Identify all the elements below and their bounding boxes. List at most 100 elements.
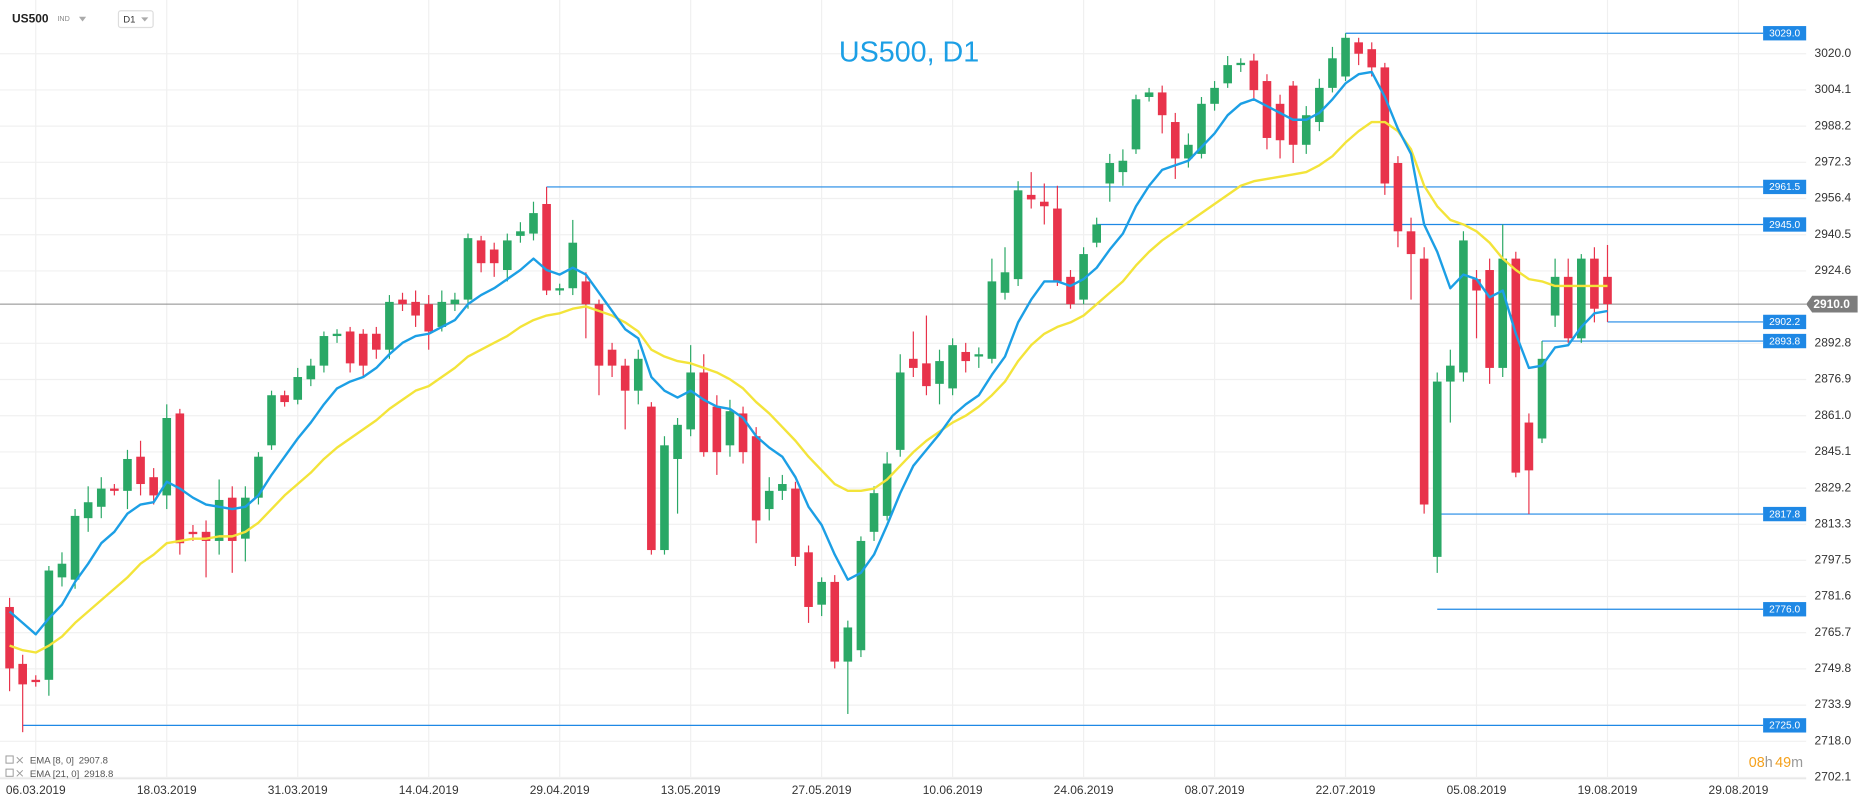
candle-body bbox=[1603, 276, 1612, 305]
candle-body bbox=[1459, 240, 1468, 373]
labels: 3020.0 3004.1 2988.2 2972.3 2956.4 2940.5 2924… bbox=[5, 46, 1852, 797]
y-tick-label: 2924.6 bbox=[1815, 263, 1852, 277]
candle-body bbox=[764, 490, 774, 510]
candle-body bbox=[254, 456, 263, 498]
candle-body bbox=[201, 531, 211, 541]
candle-body bbox=[280, 395, 289, 403]
ema-line bbox=[9, 120, 1608, 654]
symbol[interactable]: US500 bbox=[12, 11, 49, 25]
candle-body bbox=[1144, 92, 1154, 97]
y-tick-label: 2781.6 bbox=[1815, 589, 1852, 603]
y-tick-label: 3020.0 bbox=[1815, 46, 1852, 60]
x-tick-label: 22.07.2019 bbox=[1316, 783, 1376, 797]
candle-body bbox=[1550, 276, 1560, 316]
candle-body bbox=[974, 354, 984, 357]
legend-entry: EMA [21, 0] 2918.8 bbox=[30, 768, 113, 779]
level-label-box bbox=[1763, 718, 1807, 733]
candle-body bbox=[1079, 254, 1088, 300]
candle-body bbox=[1380, 67, 1390, 184]
y-tick-label: 3004.1 bbox=[1815, 82, 1852, 96]
candle-body bbox=[398, 299, 407, 305]
candle-body bbox=[686, 372, 695, 430]
candle-body bbox=[293, 377, 303, 400]
candle-body bbox=[1485, 270, 1494, 368]
candle-body bbox=[1537, 358, 1547, 439]
level-label: 2776.0 bbox=[1769, 605, 1800, 616]
candle-body bbox=[1157, 92, 1167, 116]
candle-body bbox=[542, 203, 551, 291]
candle-body bbox=[1184, 144, 1193, 159]
last-price-label: 2910.0 bbox=[1813, 297, 1850, 311]
candle-body bbox=[607, 349, 617, 366]
timeframe[interactable]: D1 bbox=[123, 14, 135, 25]
countdown: 08h 49m bbox=[1749, 755, 1803, 771]
candle-body bbox=[319, 336, 329, 366]
candle-body bbox=[1105, 163, 1115, 184]
candle-body bbox=[1432, 381, 1442, 557]
y-tick-label: 2813.3 bbox=[1815, 516, 1852, 530]
x-tick-label: 13.05.2019 bbox=[661, 783, 721, 797]
candle-body bbox=[411, 301, 420, 316]
level-label: 2893.8 bbox=[1769, 336, 1800, 347]
level-label: 3029.0 bbox=[1769, 29, 1800, 40]
candle-body bbox=[57, 563, 67, 578]
candle-body bbox=[175, 413, 185, 544]
candle-body bbox=[751, 436, 761, 521]
candle-body bbox=[1315, 87, 1324, 123]
x-tick-label: 06.03.2019 bbox=[6, 783, 66, 797]
x-tick-label: 24.06.2019 bbox=[1054, 783, 1114, 797]
candle-body bbox=[1000, 272, 1010, 293]
candle-body bbox=[712, 406, 722, 453]
symbol-dropdown[interactable] bbox=[78, 16, 87, 22]
candle-body bbox=[581, 281, 591, 305]
candle-body bbox=[1406, 231, 1416, 255]
candle-body bbox=[70, 515, 80, 580]
level-label: 2725.0 bbox=[1769, 721, 1800, 732]
level-label-box bbox=[1763, 217, 1807, 232]
candle-body bbox=[424, 304, 434, 332]
countdown-minutes: 49 bbox=[1775, 755, 1791, 771]
y-tick-label: 2765.7 bbox=[1815, 625, 1852, 639]
candle-body bbox=[1092, 224, 1101, 243]
y-tick-label: 2876.9 bbox=[1815, 372, 1852, 386]
last-price-box bbox=[1806, 295, 1858, 313]
candle-body bbox=[568, 242, 578, 289]
timeframe-dropdown[interactable] bbox=[141, 17, 149, 22]
candle-body bbox=[44, 570, 54, 680]
candle-body bbox=[437, 301, 447, 327]
candle-body bbox=[450, 299, 460, 305]
y-tick-label: 2892.8 bbox=[1815, 335, 1852, 349]
candles bbox=[5, 33, 1612, 733]
level-label-box bbox=[1763, 314, 1807, 330]
candle-body bbox=[1118, 160, 1128, 173]
candle-body bbox=[1197, 103, 1206, 154]
timeframe-box[interactable] bbox=[117, 10, 154, 29]
candle-body bbox=[1013, 190, 1023, 280]
y-tick-label: 2972.3 bbox=[1815, 154, 1852, 168]
candle-body bbox=[1223, 65, 1232, 84]
candle-body bbox=[358, 333, 368, 366]
x-tick-label: 31.03.2019 bbox=[268, 783, 328, 797]
candle-body bbox=[123, 458, 132, 491]
candle-body bbox=[5, 606, 14, 669]
candle-body bbox=[1419, 258, 1429, 505]
x-tick-label: 27.05.2019 bbox=[792, 783, 852, 797]
candle-body bbox=[162, 417, 172, 496]
y-tick-label: 2733.9 bbox=[1815, 697, 1852, 711]
level-label-box bbox=[1763, 179, 1807, 195]
candle-body bbox=[227, 497, 237, 541]
grid bbox=[0, 0, 1807, 780]
candle-body bbox=[1288, 85, 1298, 145]
level-label-box bbox=[1763, 602, 1807, 617]
candle-body bbox=[895, 372, 905, 450]
candle-body bbox=[241, 497, 250, 539]
x-tick-label: 14.04.2019 bbox=[399, 783, 459, 797]
candle-body bbox=[1341, 37, 1350, 77]
y-tick-label: 2845.1 bbox=[1815, 444, 1852, 458]
candle-body bbox=[188, 531, 198, 535]
candle-body bbox=[673, 424, 682, 459]
x-tick-label: 05.08.2019 bbox=[1447, 783, 1507, 797]
candle-body bbox=[1472, 279, 1481, 291]
candle-body bbox=[149, 477, 158, 496]
